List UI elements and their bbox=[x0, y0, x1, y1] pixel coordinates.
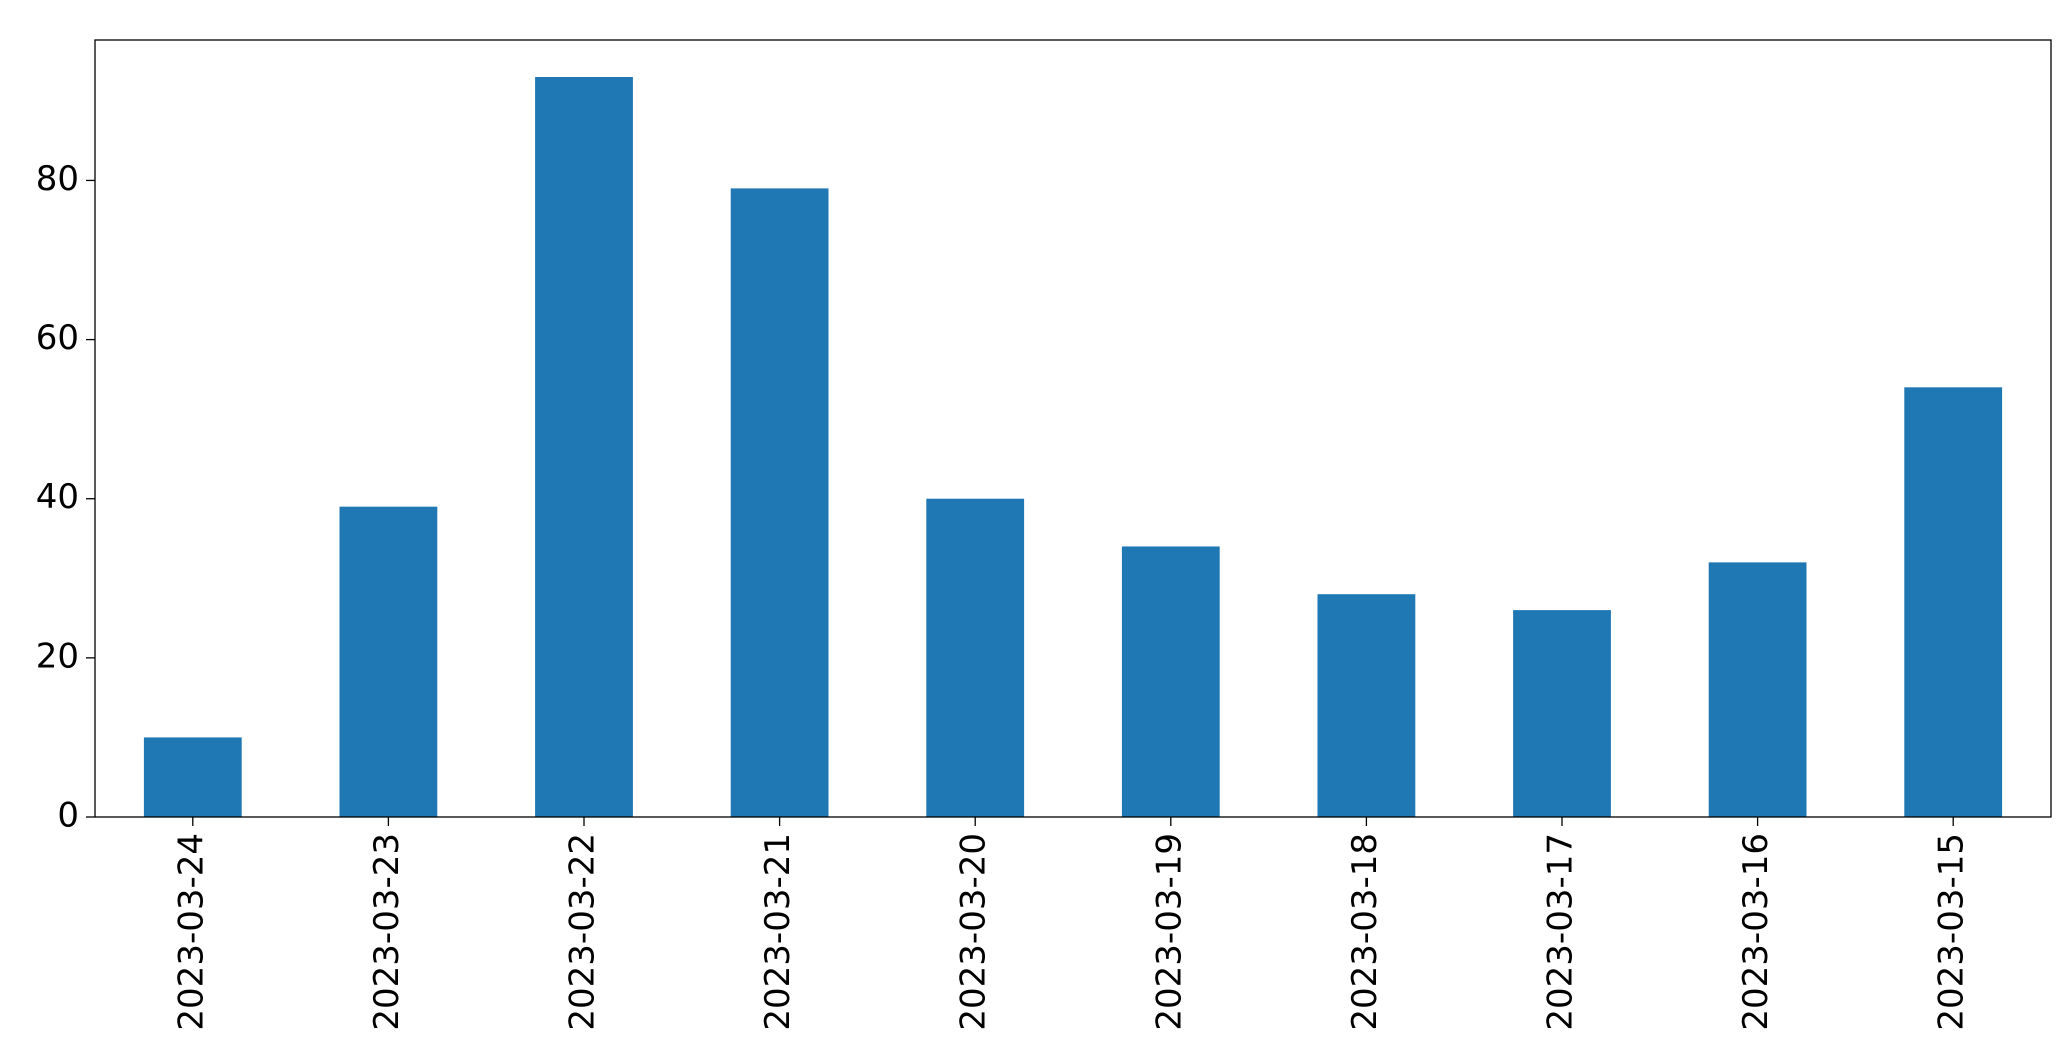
x-tick-label: 2023-03-23 bbox=[367, 833, 407, 1031]
bar bbox=[535, 77, 633, 817]
x-tick-label: 2023-03-18 bbox=[1345, 833, 1385, 1031]
y-tick-label: 40 bbox=[36, 477, 79, 517]
bar bbox=[1513, 610, 1611, 817]
bar bbox=[1708, 562, 1807, 817]
y-tick-label: 80 bbox=[36, 159, 79, 199]
x-tick-label: 2023-03-19 bbox=[1149, 833, 1189, 1031]
bar bbox=[339, 506, 438, 817]
bar bbox=[1121, 546, 1220, 817]
y-tick-label: 20 bbox=[36, 636, 79, 676]
bar bbox=[730, 188, 829, 818]
y-tick-label: 0 bbox=[57, 796, 79, 836]
x-tick-label: 2023-03-17 bbox=[1541, 833, 1581, 1031]
y-tick-label: 60 bbox=[36, 318, 79, 358]
axes-frame bbox=[94, 39, 2052, 818]
bar bbox=[1317, 594, 1416, 817]
x-tick-label: 2023-03-21 bbox=[758, 833, 798, 1031]
x-tick-label: 2023-03-20 bbox=[954, 833, 994, 1031]
bar bbox=[1904, 387, 2003, 817]
x-tick-label: 2023-03-15 bbox=[1932, 833, 1972, 1031]
bar bbox=[143, 737, 242, 817]
x-tick-label: 2023-03-22 bbox=[563, 833, 603, 1031]
bar bbox=[926, 498, 1025, 817]
x-tick-label: 2023-03-24 bbox=[171, 833, 211, 1031]
x-tick-label: 2023-03-16 bbox=[1736, 833, 1776, 1031]
